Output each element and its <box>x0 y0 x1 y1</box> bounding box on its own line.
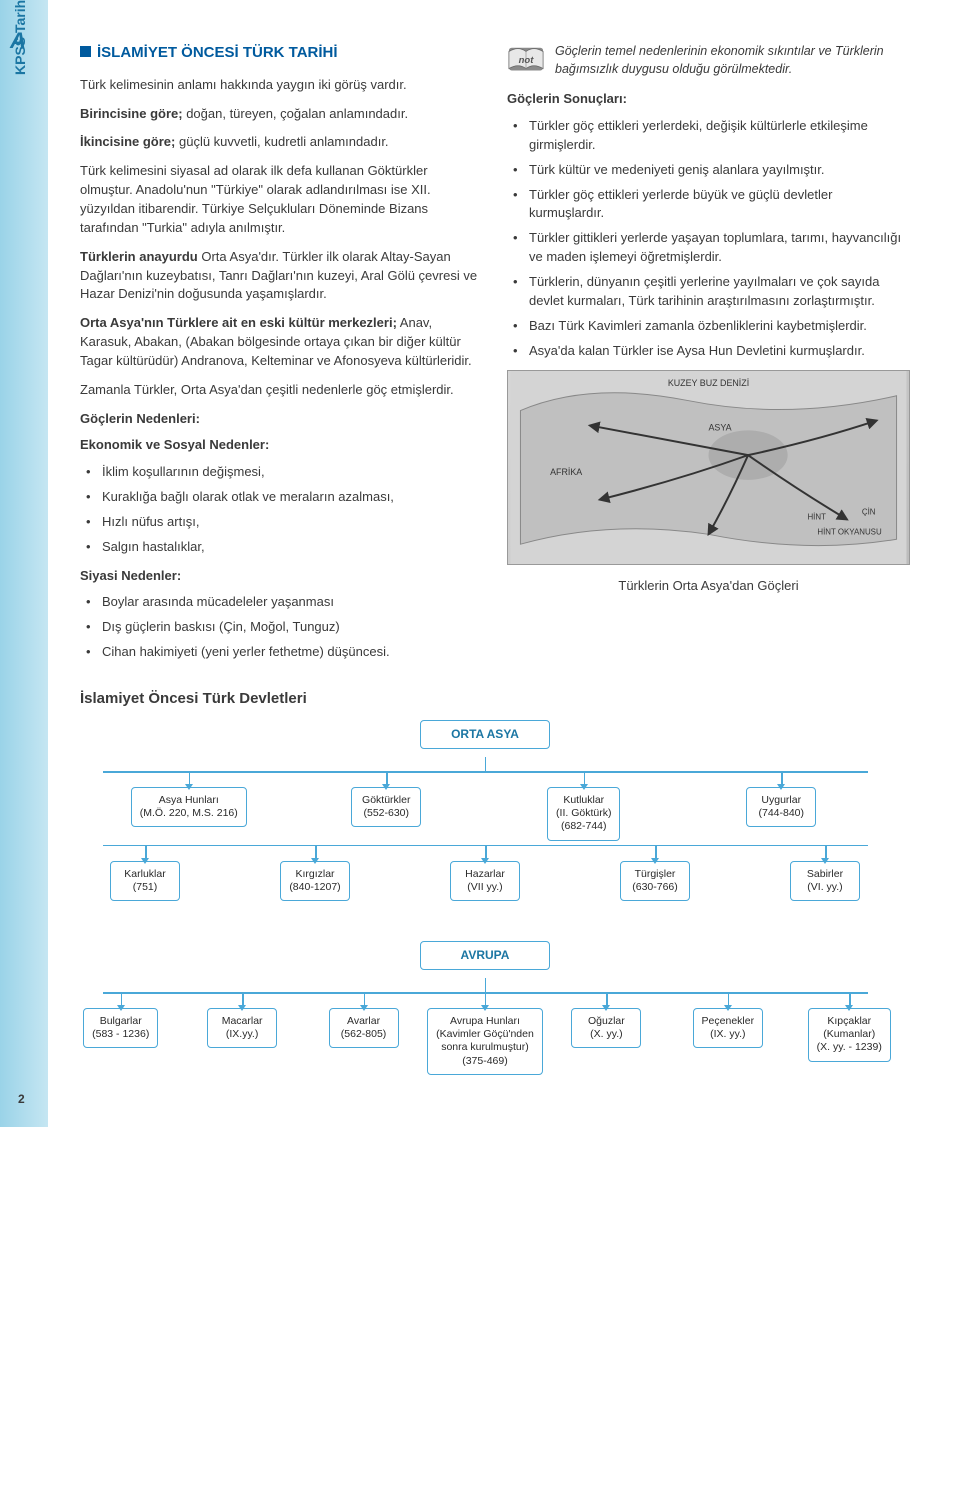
svg-text:HİNT: HİNT <box>807 513 826 522</box>
tree-node: Türgişler(630-766) <box>620 861 690 901</box>
list-item: Türkler göç ettikleri yerlerdeki, değişi… <box>507 117 910 155</box>
map-caption: Türklerin Orta Asya'dan Göçleri <box>507 577 910 596</box>
sidebar-tab: A KPSS Tarih <box>0 0 48 1127</box>
list-item: Cihan hakimiyeti (yeni yerler fethetme) … <box>80 643 483 662</box>
note-callout: not Göçlerin temel nedenlerinin ekonomik… <box>507 42 910 78</box>
list-item: Türkler gittikleri yerlerde yaşayan topl… <box>507 229 910 267</box>
results-list: Türkler göç ettikleri yerlerdeki, değişi… <box>507 117 910 360</box>
states-heading: İslamiyet Öncesi Türk Devletleri <box>80 688 910 710</box>
para-homeland: Türklerin anayurdu Orta Asya'dır. Türkle… <box>80 248 483 305</box>
tree-avrupa: AVRUPA Bulgarlar(583 - 1236) Macarlar(IX… <box>60 941 910 1075</box>
tree-node: Oğuzlar(X. yy.) <box>571 1008 641 1048</box>
list-item: İklim koşullarının değişmesi, <box>80 463 483 482</box>
tree-node: Kırgızlar(840-1207) <box>280 861 350 901</box>
svg-text:HİNT OKYANUSU: HİNT OKYANUSU <box>817 528 882 537</box>
svg-text:AFRİKA: AFRİKA <box>550 467 582 477</box>
para-first: Birincisine göre; doğan, türeyen, çoğala… <box>80 105 483 124</box>
tree-node: Kutluklar(II. Göktürk)(682-744) <box>547 787 620 840</box>
svg-text:ÇİN: ÇİN <box>862 508 876 517</box>
culture-label: Orta Asya'nın Türklere ait en eski kültü… <box>80 315 397 330</box>
results-heading: Göçlerin Sonuçları: <box>507 90 910 109</box>
tree-node: Bulgarlar(583 - 1236) <box>83 1008 158 1048</box>
list-item: Türk kültür ve medeniyeti geniş alanlara… <box>507 161 910 180</box>
root-node: ORTA ASYA <box>420 720 550 749</box>
eco-list: İklim koşullarının değişmesi, Kuraklığa … <box>80 463 483 556</box>
tree-orta-asya: ORTA ASYA Asya Hunları(M.Ö. 220, M.S. 21… <box>60 720 910 901</box>
right-column: not Göçlerin temel nedenlerinin ekonomik… <box>507 42 910 672</box>
list-item: Türklerin, dünyanın çeşitli yerlerine ya… <box>507 273 910 311</box>
tree-node: Kıpçaklar(Kumanlar)(X. yy. - 1239) <box>808 1008 891 1061</box>
list-item: Türkler göç ettikleri yerlerde büyük ve … <box>507 186 910 224</box>
sidebar-label: KPSS Tarih <box>10 0 30 75</box>
tree-node: Uygurlar(744-840) <box>746 787 816 827</box>
list-item: Kuraklığa bağlı olarak otlak ve meraları… <box>80 488 483 507</box>
heading-square-icon <box>80 46 91 57</box>
second-text: güçlü kuvvetli, kudretli anlamındadır. <box>175 134 388 149</box>
reasons-heading: Göçlerin Nedenleri: <box>80 410 483 429</box>
para-intro: Türk kelimesinin anlamı hakkında yaygın … <box>80 76 483 95</box>
migration-map: KUZEY BUZ DENİZİ AFRİKA ASYA HİNT OKYANU… <box>507 370 910 565</box>
main-heading: İSLAMİYET ÖNCESİ TÜRK TARİHİ <box>80 42 483 64</box>
tree-node: Karluklar(751) <box>110 861 180 901</box>
tree-node: Avarlar(562-805) <box>329 1008 399 1048</box>
page-number: 2 <box>18 1091 25 1108</box>
tree-node: Avrupa Hunları(Kavimler Göçü'ndensonra k… <box>427 1008 543 1075</box>
tree-node: Asya Hunları(M.Ö. 220, M.S. 216) <box>131 787 247 827</box>
list-item: Hızlı nüfus artışı, <box>80 513 483 532</box>
pol-list: Boylar arasında mücadeleler yaşanması Dı… <box>80 593 483 662</box>
eco-heading: Ekonomik ve Sosyal Nedenler: <box>80 436 483 455</box>
first-text: doğan, türeyen, çoğalan anlamındadır. <box>183 106 409 121</box>
second-label: İkincisine göre; <box>80 134 175 149</box>
tree-node: Sabirler(VI. yy.) <box>790 861 860 901</box>
list-item: Boylar arasında mücadeleler yaşanması <box>80 593 483 612</box>
note-text: Göçlerin temel nedenlerinin ekonomik sık… <box>555 42 910 78</box>
homeland-label: Türklerin anayurdu <box>80 249 198 264</box>
svg-text:not: not <box>519 55 535 66</box>
svg-text:ASYA: ASYA <box>709 423 732 433</box>
para-gokturk: Türk kelimesini siyasal ad olarak ilk de… <box>80 162 483 237</box>
pol-heading: Siyasi Nedenler: <box>80 567 483 586</box>
para-second: İkincisine göre; güçlü kuvvetli, kudretl… <box>80 133 483 152</box>
tree-node: Peçenekler(IX. yy.) <box>693 1008 764 1048</box>
list-item: Asya'da kalan Türkler ise Aysa Hun Devle… <box>507 342 910 361</box>
list-item: Bazı Türk Kavimleri zamanla özbenlikleri… <box>507 317 910 336</box>
list-item: Salgın hastalıklar, <box>80 538 483 557</box>
svg-text:KUZEY BUZ DENİZİ: KUZEY BUZ DENİZİ <box>668 378 749 388</box>
para-culture: Orta Asya'nın Türklere ait en eski kültü… <box>80 314 483 371</box>
list-item: Dış güçlerin baskısı (Çin, Moğol, Tunguz… <box>80 618 483 637</box>
tree-node: Macarlar(IX.yy.) <box>207 1008 277 1048</box>
root-node: AVRUPA <box>420 941 550 970</box>
tree-node: Hazarlar(VII yy.) <box>450 861 520 901</box>
tree-node: Göktürkler(552-630) <box>351 787 421 827</box>
heading-text: İSLAMİYET ÖNCESİ TÜRK TARİHİ <box>97 44 338 61</box>
note-book-icon: not <box>507 42 545 74</box>
first-label: Birincisine göre; <box>80 106 183 121</box>
left-column: İSLAMİYET ÖNCESİ TÜRK TARİHİ Türk kelime… <box>80 42 483 672</box>
para-migrate: Zamanla Türkler, Orta Asya'dan çeşitli n… <box>80 381 483 400</box>
